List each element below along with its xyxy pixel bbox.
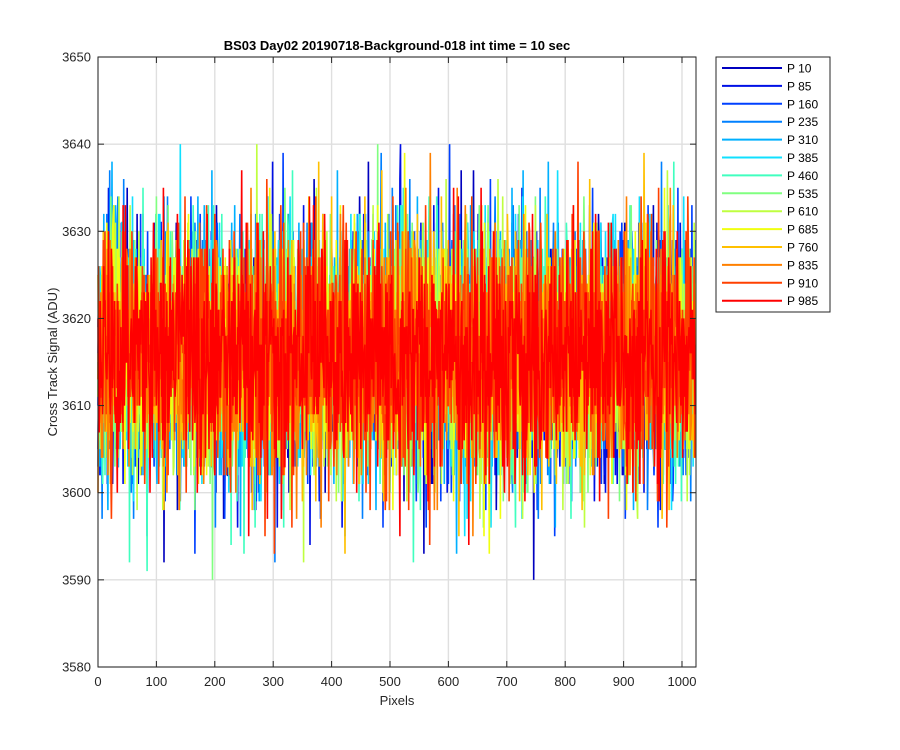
plot-frame [97, 56, 697, 668]
x-tick-label: 1000 [668, 674, 697, 689]
y-tick-label: 3630 [62, 224, 91, 239]
x-tick-label: 300 [262, 674, 284, 689]
legend-entry-label: P 835 [787, 258, 818, 272]
legend-entry-label: P 910 [787, 276, 818, 290]
x-tick-label: 700 [496, 674, 518, 689]
y-tick-label: 3600 [62, 485, 91, 500]
chart-title: BS03 Day02 20190718-Background-018 int t… [224, 38, 571, 53]
legend-entry-label: P 460 [787, 169, 818, 183]
legend-box [715, 56, 831, 313]
legend-entry-label: P 10 [787, 62, 812, 76]
y-tick-label: 3650 [62, 50, 91, 65]
legend-entry-label: P 535 [787, 187, 818, 201]
legend-entry-label: P 610 [787, 205, 818, 219]
x-tick-label: 400 [321, 674, 343, 689]
x-tick-label: 0 [94, 674, 101, 689]
y-tick-label: 3640 [62, 137, 91, 152]
legend-entry-label: P 385 [787, 151, 818, 165]
y-tick-label: 3610 [62, 398, 91, 413]
x-tick-label: 100 [146, 674, 168, 689]
legend: P 10 P 85 P 160 P 235 P 310 P 385 P 460 P 535 P … [715, 56, 831, 313]
legend-entry-label: P 760 [787, 241, 818, 255]
series-layer [97, 144, 697, 580]
y-tick-label: 3590 [62, 572, 91, 587]
x-tick-label: 900 [613, 674, 635, 689]
x-tick-label: 200 [204, 674, 226, 689]
legend-entry-label: P 310 [787, 133, 818, 147]
x-tick-label: 800 [554, 674, 576, 689]
legend-entry-label: P 85 [787, 79, 812, 93]
tick-marks [97, 56, 696, 668]
x-tick-label: 600 [438, 674, 460, 689]
x-axis-label: Pixels [380, 693, 415, 708]
x-tick-labels: 0 100 200 300 400 500 600 700 800 900 1000 [94, 674, 696, 689]
x-tick-label: 500 [379, 674, 401, 689]
legend-entry-label: P 985 [787, 294, 818, 308]
legend-entry-label: P 685 [787, 223, 818, 237]
y-axis-label: Cross Track Signal (ADU) [45, 288, 60, 437]
series-line-p-985 [97, 170, 697, 546]
legend-entry-label: P 235 [787, 115, 818, 129]
y-tick-label: 3620 [62, 311, 91, 326]
legend-entry-label: P 160 [787, 97, 818, 111]
y-tick-label: 3580 [62, 660, 91, 675]
y-tick-labels: 3580 3590 3600 3610 3620 3630 3640 3650 [62, 50, 91, 675]
